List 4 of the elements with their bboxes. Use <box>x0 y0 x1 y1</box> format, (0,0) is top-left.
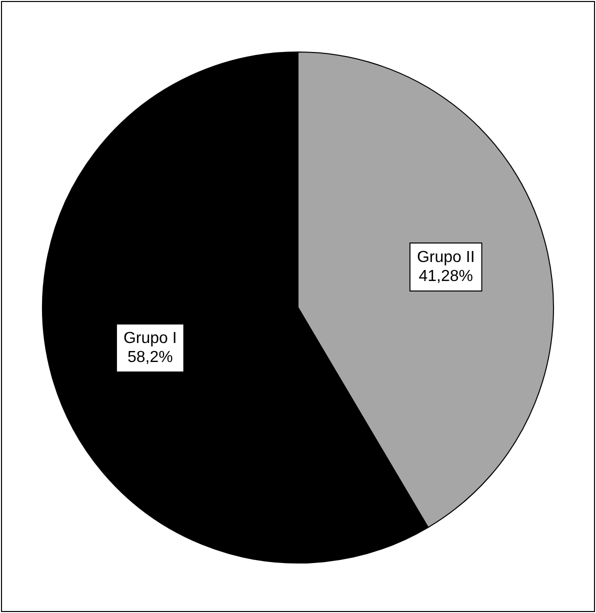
data-label: 58,2% <box>127 348 173 366</box>
slice-label: Grupo I <box>123 330 177 347</box>
data-label: 41,28% <box>418 268 473 285</box>
slice-label: Grupo II <box>416 248 475 266</box>
